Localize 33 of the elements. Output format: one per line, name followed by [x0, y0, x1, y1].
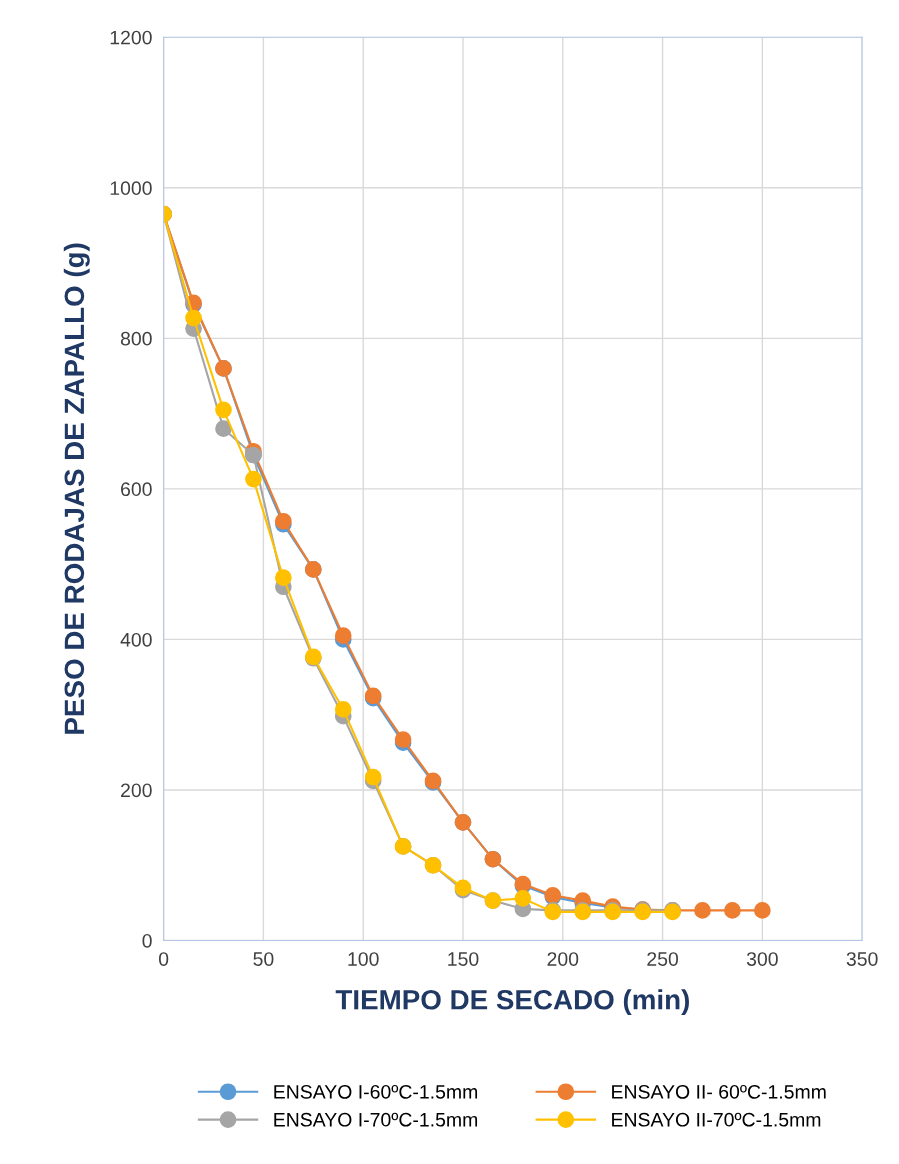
y-tick-label: 1200 [110, 30, 152, 45]
y-tick-label: 200 [121, 783, 152, 798]
legend-label: ENSAYO II- 60ºC-1.5mm [612, 1084, 826, 1099]
x-tick-label: 150 [448, 952, 479, 966]
legend-label: ENSAYO II-70ºC-1.5mm [612, 1112, 821, 1127]
point [334, 701, 352, 718]
point [185, 309, 202, 327]
point [245, 470, 262, 488]
point [215, 401, 232, 419]
y-tick-label: 800 [120, 331, 152, 346]
point [724, 902, 741, 919]
x-tick-label: 100 [348, 952, 379, 966]
legend-label: ENSAYO I-70ºC-1.5mm [274, 1112, 478, 1127]
point [364, 768, 382, 786]
y-tick-label: 400 [120, 632, 152, 647]
y-tick-label: 0 [142, 933, 152, 948]
legend-label: ENSAYO I-60ºC-1.5mm [274, 1084, 478, 1099]
y-axis-title: PESO DE RODAJAS DE ZAPALLO (g) [63, 243, 90, 734]
point [215, 420, 232, 437]
point [334, 627, 352, 644]
y-tick-label: 1000 [110, 181, 152, 196]
point [694, 902, 711, 919]
x-tick-label: 250 [647, 952, 679, 966]
point [514, 890, 532, 907]
point [754, 902, 771, 919]
x-tick-label: 300 [746, 952, 778, 966]
x-tick-label: 350 [846, 952, 878, 966]
x-axis-title: TIEMPO DE SECADO (min) [335, 989, 689, 1016]
point [275, 569, 292, 587]
x-tick-label: 200 [547, 952, 579, 966]
x-tick-label: 0 [158, 952, 169, 966]
x-tick-label: 50 [253, 952, 274, 966]
y-tick-label: 600 [121, 482, 152, 497]
